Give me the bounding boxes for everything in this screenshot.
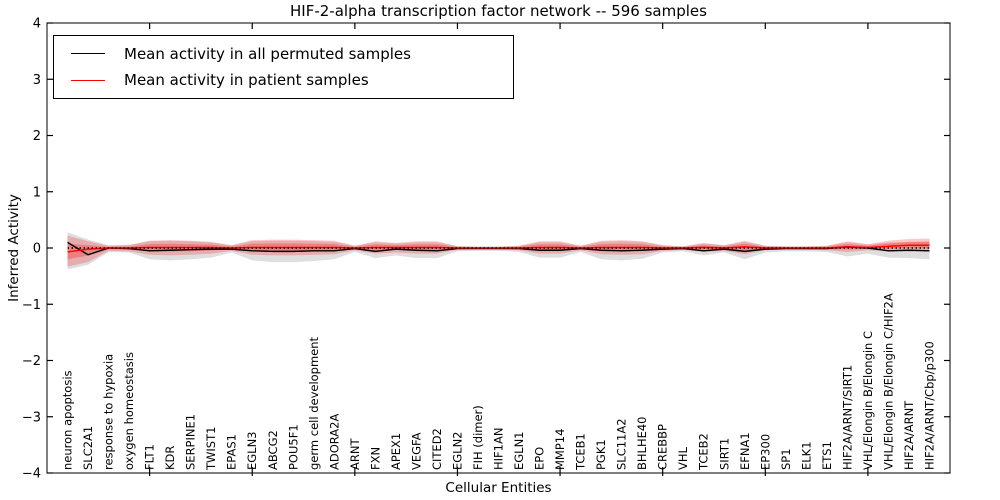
svg-text:VEGFA: VEGFA [409,432,423,470]
svg-text:1: 1 [33,185,41,200]
legend-label-permuted: Mean activity in all permuted samples [124,44,411,63]
svg-text:PGK1: PGK1 [594,439,608,470]
svg-text:CITED2: CITED2 [430,428,444,470]
legend-line-permuted-icon [71,53,105,55]
svg-text:SP1: SP1 [779,448,793,470]
svg-text:APEX1: APEX1 [389,433,403,470]
svg-text:EFNA1: EFNA1 [738,432,752,470]
svg-text:0: 0 [33,242,41,257]
svg-text:SLC2A1: SLC2A1 [81,426,95,470]
svg-text:EPO: EPO [533,447,547,470]
svg-text:EP300: EP300 [758,434,772,470]
svg-text:MMP14: MMP14 [553,429,567,470]
svg-text:response to hypoxia: response to hypoxia [102,354,116,470]
legend-item-patient: Mean activity in patient samples [71,71,513,89]
svg-text:CREBBP: CREBBP [656,424,670,470]
legend-label-patient: Mean activity in patient samples [124,71,369,90]
svg-text:EPAS1: EPAS1 [225,434,239,470]
svg-text:VHL/Elongin B/Elongin C: VHL/Elongin B/Elongin C [861,331,875,470]
svg-text:FIH (dimer): FIH (dimer) [471,405,485,470]
svg-text:BHLHE40: BHLHE40 [635,417,649,471]
svg-text:−3: −3 [22,410,41,425]
svg-text:VHL/Elongin B/Elongin C/HIF2A: VHL/Elongin B/Elongin C/HIF2A [881,293,895,470]
x-axis-title: Cellular Entities [445,480,552,496]
svg-text:EGLN3: EGLN3 [245,431,259,470]
svg-text:HIF1AN: HIF1AN [492,428,506,470]
svg-text:HIF2A/ARNT/Cbp/p300: HIF2A/ARNT/Cbp/p300 [922,341,936,470]
svg-text:neuron apoptosis: neuron apoptosis [61,370,75,470]
svg-text:SLC11A2: SLC11A2 [615,418,629,470]
svg-text:TCEB1: TCEB1 [574,433,588,471]
svg-text:ARNT: ARNT [348,438,362,470]
svg-text:VHL: VHL [676,446,690,470]
legend-line-patient-icon [71,79,105,81]
legend-item-permuted: Mean activity in all permuted samples [71,45,513,63]
svg-text:EGLN1: EGLN1 [512,431,526,470]
svg-text:FLT1: FLT1 [143,444,157,470]
legend: Mean activity in all permuted samples Me… [53,35,514,99]
svg-text:−4: −4 [22,467,41,482]
svg-text:4: 4 [33,17,41,32]
svg-text:EGLN2: EGLN2 [450,431,464,470]
svg-text:ABCG2: ABCG2 [266,430,280,470]
svg-text:ELK1: ELK1 [799,441,813,470]
svg-text:HIF2A/ARNT: HIF2A/ARNT [902,400,916,470]
svg-text:SIRT1: SIRT1 [717,438,731,470]
chart-title: HIF-2-alpha transcription factor network… [290,2,707,20]
svg-text:germ cell development: germ cell development [307,336,321,470]
svg-text:HIF2A/ARNT/SIRT1: HIF2A/ARNT/SIRT1 [840,365,854,470]
svg-text:−1: −1 [22,298,41,313]
svg-text:ADORA2A: ADORA2A [327,414,341,470]
svg-text:KDR: KDR [163,446,177,470]
svg-text:3: 3 [33,73,41,88]
svg-text:FXN: FXN [368,447,382,470]
svg-text:2: 2 [33,129,41,144]
y-axis-title: Inferred Activity [6,194,22,302]
svg-text:TWIST1: TWIST1 [204,427,218,471]
svg-text:SERPINE1: SERPINE1 [184,414,198,470]
svg-text:−2: −2 [22,354,41,369]
svg-text:ETS1: ETS1 [820,441,834,470]
svg-text:TCEB2: TCEB2 [697,433,711,471]
svg-text:oxygen homeostasis: oxygen homeostasis [122,352,136,470]
svg-text:POU5F1: POU5F1 [286,424,300,470]
